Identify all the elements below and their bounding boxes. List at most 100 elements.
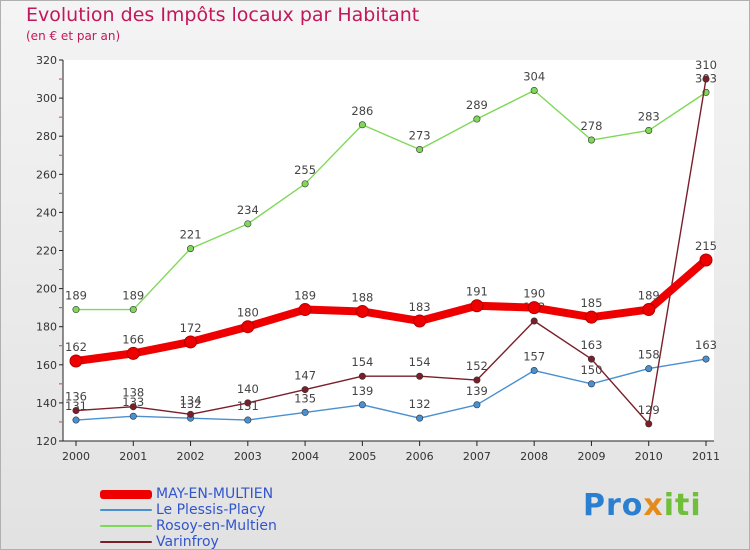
data-label: 283	[638, 109, 660, 123]
data-label: 310	[695, 58, 717, 72]
series-line-0	[75, 256, 709, 365]
data-point	[587, 136, 595, 144]
x-tick-label: 2000	[62, 450, 90, 463]
y-tick-label: 280	[36, 130, 57, 143]
y-tick-label: 300	[36, 92, 57, 105]
data-point	[129, 403, 137, 411]
data-point	[413, 314, 427, 328]
y-tick-label: 160	[36, 359, 57, 372]
data-label: 234	[237, 203, 259, 217]
data-point	[72, 416, 80, 424]
data-label: 278	[580, 119, 602, 133]
data-point	[527, 301, 541, 315]
data-point	[187, 245, 195, 253]
data-label: 138	[122, 386, 144, 400]
data-point	[298, 303, 312, 317]
data-label: 255	[294, 163, 316, 177]
proxiti-logo: Proxiti	[583, 488, 702, 523]
series-line-2	[76, 89, 707, 311]
data-label: 304	[523, 69, 545, 83]
legend-item: Rosoy-en-Multien	[100, 518, 277, 534]
x-tick-label: 2011	[692, 450, 720, 463]
chart-title: Evolution des Impôts locaux par Habitant	[26, 4, 420, 26]
data-point	[358, 121, 366, 129]
data-point	[584, 310, 598, 324]
data-label: 133	[122, 395, 144, 409]
data-label: 154	[351, 355, 373, 369]
data-point	[587, 380, 595, 388]
data-point	[72, 306, 80, 314]
data-point	[69, 354, 83, 368]
data-label: 189	[638, 289, 660, 303]
x-tick-label: 2002	[177, 450, 205, 463]
y-tick-label: 180	[36, 321, 57, 334]
data-label: 286	[351, 104, 373, 118]
x-tick-label: 2009	[577, 450, 605, 463]
data-point	[642, 303, 656, 317]
legend-item: Varinfroy	[100, 534, 277, 550]
data-label: 188	[351, 290, 373, 304]
data-point	[129, 412, 137, 420]
data-label: 152	[466, 359, 488, 373]
data-point	[473, 115, 481, 123]
data-point	[129, 306, 137, 314]
x-tick-label: 2004	[291, 450, 319, 463]
y-tick-label: 200	[36, 283, 57, 296]
data-label: 215	[695, 239, 717, 253]
legend-label: Varinfroy	[156, 534, 219, 550]
x-tick-label: 2008	[520, 450, 548, 463]
data-label: 189	[65, 289, 87, 303]
data-label: 129	[638, 403, 660, 417]
data-label: 190	[523, 287, 545, 301]
data-label: 135	[294, 391, 316, 405]
data-label: 150	[580, 363, 602, 377]
legend-swatch	[100, 509, 152, 511]
data-point	[126, 346, 140, 360]
data-label: 289	[466, 98, 488, 112]
data-point	[358, 372, 366, 380]
data-point	[470, 299, 484, 313]
y-tick-label: 240	[36, 206, 57, 219]
data-point	[244, 399, 252, 407]
legend-label: Le Plessis-Placy	[156, 502, 266, 518]
data-label: 172	[180, 321, 202, 335]
data-label: 147	[294, 369, 316, 383]
data-point	[702, 355, 710, 363]
data-point	[530, 367, 538, 375]
data-label: 132	[180, 397, 202, 411]
data-label: 154	[409, 355, 431, 369]
data-point	[416, 414, 424, 422]
data-point	[416, 372, 424, 380]
legend-label: Rosoy-en-Multien	[156, 518, 277, 534]
y-tick-label: 220	[36, 245, 57, 258]
legend-item: MAY-EN-MULTIEN	[100, 486, 277, 502]
y-tick-label: 140	[36, 397, 57, 410]
data-point	[530, 86, 538, 94]
x-tick-label: 2006	[406, 450, 434, 463]
data-label: 136	[65, 390, 87, 404]
x-tick-label: 2010	[635, 450, 663, 463]
data-label: 157	[523, 350, 545, 364]
data-label: 158	[638, 348, 660, 362]
y-tick-label: 320	[36, 54, 57, 67]
x-tick-label: 2003	[234, 450, 262, 463]
data-label: 183	[409, 300, 431, 314]
chart-subtitle: (en € et par an)	[26, 29, 121, 43]
data-label: 132	[409, 397, 431, 411]
data-point	[355, 304, 369, 318]
data-point	[301, 180, 309, 188]
data-label: 185	[580, 296, 602, 310]
data-point	[699, 253, 713, 267]
data-point	[645, 365, 653, 373]
data-label: 139	[466, 384, 488, 398]
legend-swatch	[100, 541, 152, 543]
data-point	[473, 401, 481, 409]
data-point	[301, 386, 309, 394]
y-tick-label: 120	[36, 435, 57, 448]
data-label: 189	[122, 289, 144, 303]
data-label: 163	[695, 338, 717, 352]
data-point	[241, 320, 255, 334]
series-line-3	[75, 78, 707, 425]
data-label: 191	[466, 285, 488, 299]
